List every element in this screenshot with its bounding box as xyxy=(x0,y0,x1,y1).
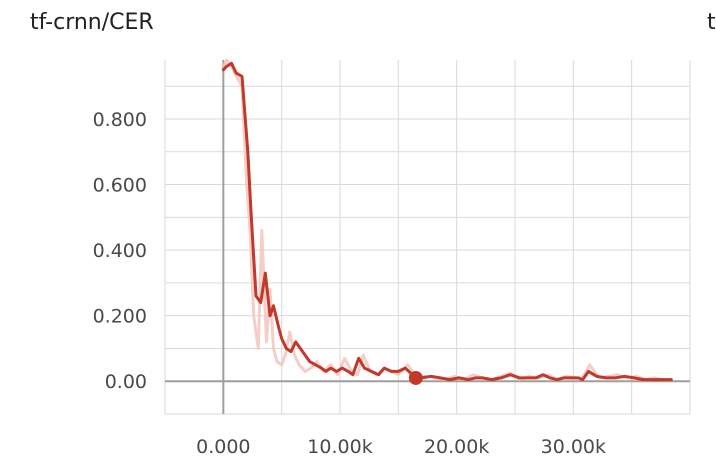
y-tick-label: 0.800 xyxy=(93,109,147,131)
chart-title: tf-crnn/CER xyxy=(30,10,154,35)
axes xyxy=(165,60,690,414)
x-tick-label: 10.00k xyxy=(307,436,372,458)
y-tick-label: 0.600 xyxy=(93,175,147,197)
x-tick-label: 30.00k xyxy=(541,436,606,458)
y-tick-label: 0.200 xyxy=(93,306,147,328)
smoothed-series-line xyxy=(221,61,673,382)
y-tick-label: 0.00 xyxy=(105,371,147,393)
hover-marker-dot xyxy=(408,370,423,385)
x-tick-label: 20.00k xyxy=(424,436,489,458)
x-tick-label: 0.000 xyxy=(196,436,250,458)
raw-series-line xyxy=(221,58,673,382)
hover-marker xyxy=(408,370,423,385)
tick-labels: 0.00 0.200 0.400 0.600 0.800 0.000 10.00k 20.00… xyxy=(93,109,606,458)
series-lines xyxy=(221,58,673,382)
next-card-title: t xyxy=(707,10,716,35)
y-tick-label: 0.400 xyxy=(93,240,147,262)
